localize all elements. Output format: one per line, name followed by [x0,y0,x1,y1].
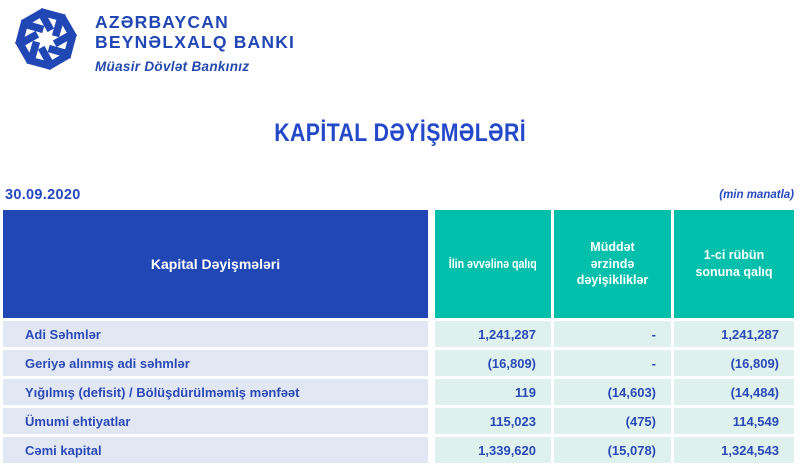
bank-name-line2: BEYNƏLXALQ BANKI [95,32,296,53]
table-row: Geriyə alınmış adi səhmlər (16,809) - (1… [3,350,797,376]
bank-name-block: AZƏRBAYCAN BEYNƏLXALQ BANKI Müasir Dövlə… [95,5,295,74]
row-value-change: (475) [554,408,671,434]
row-value-closing: (14,484) [674,379,794,405]
row-label: Yığılmış (defisit) / Bölüşdürülməmiş mən… [3,379,428,405]
page-title: KAPİTAL DƏYİŞMƏLƏRİ [274,119,526,147]
bank-tagline: Müasir Dövlət Bankınız [95,58,250,74]
table-row: Ümumi ehtiyatlar 115,023 (475) 114,549 [3,408,797,434]
row-label: Ümumi ehtiyatlar [3,408,428,434]
header-rubun-sonuna-qaliq: 1-ci rübün sonuna qalıq [674,210,794,318]
table-header-row: Kapital Dəyişmələri İlin əvvəlinə qalıq … [3,210,797,318]
bank-logo-icon [14,7,78,71]
capital-changes-table: Kapital Dəyişmələri İlin əvvəlinə qalıq … [3,210,797,466]
row-value-closing: 1,324,543 [674,437,794,463]
row-label: Geriyə alınmış adi səhmlər [3,350,428,376]
row-value-closing: (16,809) [674,350,794,376]
row-value-change: - [554,350,671,376]
row-value-closing: 114,549 [674,408,794,434]
row-value-opening: (16,809) [435,350,551,376]
table-row: Yığılmış (defisit) / Bölüşdürülməmiş mən… [3,379,797,405]
row-label: Cəmi kapital [3,437,428,463]
row-value-closing: 1,241,287 [674,321,794,347]
header-ilin-evveline-qaliq: İlin əvvəlinə qalıq [435,210,551,318]
row-label: Adi Səhmlər [3,321,428,347]
table-row: Adi Səhmlər 1,241,287 - 1,241,287 [3,321,797,347]
row-value-opening: 1,339,620 [435,437,551,463]
row-value-opening: 119 [435,379,551,405]
bank-name-line1: AZƏRBAYCAN [95,12,229,32]
row-value-change: (15,078) [554,437,671,463]
row-value-change: - [554,321,671,347]
row-value-opening: 1,241,287 [435,321,551,347]
header-muddet-erzinde-deyisikliker: Müddət ərzində dəyişikliklər [554,210,671,318]
report-date: 30.09.2020 [5,187,81,203]
row-value-change: (14,603) [554,379,671,405]
bank-brand-header: AZƏRBAYCAN BEYNƏLXALQ BANKI Müasir Dövlə… [12,5,295,74]
header-kapital-deyismeleri: Kapital Dəyişmələri [3,210,428,318]
row-value-opening: 115,023 [435,408,551,434]
unit-note: (min manatla) [719,189,794,201]
table-row-total: Cəmi kapital 1,339,620 (15,078) 1,324,54… [3,437,797,463]
